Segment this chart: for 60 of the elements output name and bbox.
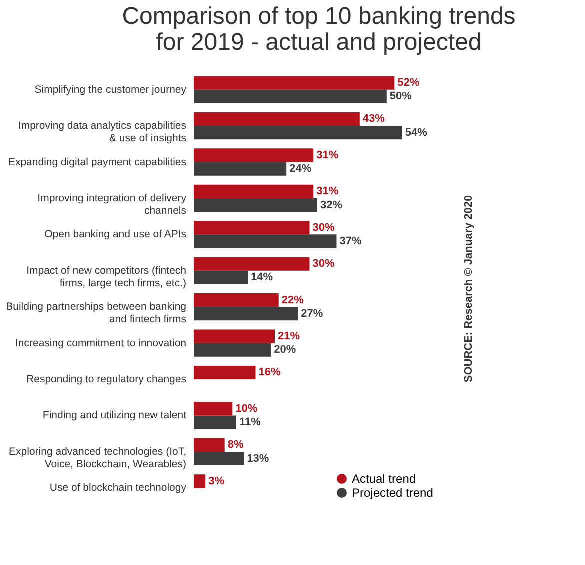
data-label: 22% — [282, 294, 304, 306]
y-tick-label: Improving data analytics capabilities & use of insights — [18, 120, 186, 145]
data-label: 20% — [274, 344, 296, 356]
data-label: 8% — [228, 439, 244, 452]
data-label: 50% — [390, 90, 412, 103]
data-label: 27% — [301, 308, 324, 320]
bar — [194, 270, 248, 284]
data-label: 10% — [236, 402, 258, 415]
y-tick-label: Open banking and use of APIs — [44, 228, 186, 241]
source-note: SOURCE: Research © January 2020 — [463, 195, 475, 383]
y-tick-label: Finding and utilizing new talent — [42, 410, 187, 422]
bar — [194, 162, 287, 176]
legend-label: Actual trend — [352, 472, 416, 486]
bar — [194, 438, 225, 452]
y-tick-label: Use of blockchain technology — [50, 482, 188, 494]
bar — [194, 330, 276, 344]
bar — [194, 126, 402, 140]
y-tick-label: Building partnerships between banking and fintech firms — [6, 301, 187, 326]
y-tick-label: Expanding digital payment capabilities — [8, 156, 186, 168]
data-label: 14% — [251, 272, 274, 284]
y-tick-label: Improving integration of delivery channels — [38, 192, 188, 217]
y-tick-label: Increasing commitment to innovation — [16, 337, 187, 350]
bar — [194, 474, 206, 488]
chart-title: Comparison of top 10 banking trends for 2019 - actual and projected — [122, 3, 516, 56]
bar — [194, 90, 387, 104]
data-label: 31% — [316, 149, 339, 162]
data-label: 30% — [312, 222, 335, 234]
data-label: 11% — [239, 416, 262, 429]
bar — [194, 148, 314, 162]
data-label: 13% — [247, 452, 270, 465]
data-label: 43% — [362, 113, 386, 126]
y-tick-label: Impact of new competitors (fintech firms, large tech firms, etc.) — [26, 264, 187, 290]
bar — [194, 184, 314, 198]
bar — [194, 366, 256, 380]
bar — [194, 416, 236, 430]
data-label: 31% — [316, 186, 339, 198]
y-tick-label: Exploring advanced technologies (IoT, Voice, Blockchain, Wearables) — [9, 446, 186, 470]
data-label: 37% — [340, 235, 362, 248]
bar — [194, 343, 272, 357]
data-label: 24% — [290, 163, 312, 176]
data-label: 54% — [405, 126, 428, 139]
data-label: 52% — [398, 77, 420, 90]
data-label: 21% — [278, 330, 300, 343]
bar — [194, 257, 310, 271]
data-label: 16% — [258, 366, 281, 379]
bar — [194, 76, 395, 90]
legend-label: Projected trend — [352, 486, 434, 500]
y-tick-label: Responding to regulatory changes — [26, 374, 186, 386]
y-tick-label: Simplifying the customer journey — [34, 84, 188, 96]
bar — [194, 198, 318, 212]
bar — [194, 307, 298, 321]
bar — [194, 221, 310, 235]
bar — [194, 452, 244, 466]
data-label: 32% — [320, 199, 343, 212]
data-label: 30% — [312, 258, 335, 270]
bar — [194, 294, 279, 308]
bar — [194, 402, 233, 416]
bar — [194, 234, 337, 248]
data-label: 3% — [208, 475, 225, 488]
bar — [194, 112, 360, 126]
